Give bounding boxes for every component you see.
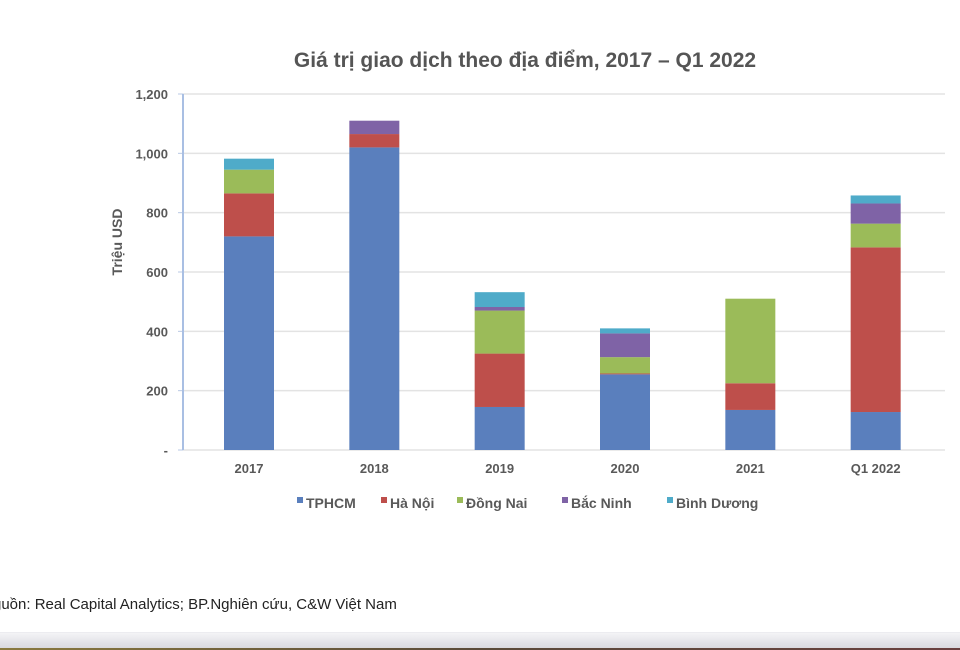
bar-segment xyxy=(349,120,400,135)
y-tick-label: 1,000 xyxy=(135,146,168,161)
bar-segment xyxy=(224,193,274,237)
bar-segment xyxy=(600,328,650,334)
source-note: guồn: Real Capital Analytics; BP.Nghiên … xyxy=(0,596,397,613)
bar-stack-2017 xyxy=(224,158,274,450)
legend-item: Hà Nội xyxy=(381,495,434,511)
legend-label: Bình Dương xyxy=(676,495,758,511)
bar-segment xyxy=(850,195,901,204)
bar-segment xyxy=(725,383,776,410)
legend-item: Bình Dương xyxy=(667,495,758,511)
y-tick-label: 800 xyxy=(146,206,168,221)
gridlines xyxy=(183,93,945,451)
bar-segment xyxy=(474,406,525,450)
y-tick-label: 600 xyxy=(146,265,168,280)
bar-stack-2019 xyxy=(474,292,525,450)
bar-segment xyxy=(349,134,400,148)
x-tick-label: 2019 xyxy=(485,461,514,476)
bar-segment xyxy=(224,158,274,170)
bar-segment xyxy=(474,292,525,308)
x-tick-label: 2017 xyxy=(235,461,264,476)
legend: TPHCM Hà Nội Đồng Nai Bắc Ninh Bình Dương xyxy=(297,494,758,511)
bar-segment xyxy=(224,236,274,450)
y-tick-label: - xyxy=(164,443,168,458)
window-bottom-edge xyxy=(0,648,960,650)
axes xyxy=(178,93,184,451)
bar-segment xyxy=(725,298,776,384)
legend-label: Bắc Ninh xyxy=(571,494,632,511)
window-bottom-bar xyxy=(0,632,960,649)
legend-swatch xyxy=(562,497,568,503)
y-axis-title: Triệu USD xyxy=(109,209,125,276)
x-axis-ticks: 2017 2018 2019 2020 2021 Q1 2022 xyxy=(235,461,901,476)
bar-stack-2018 xyxy=(349,120,400,450)
bar-stack-2021 xyxy=(725,298,776,450)
legend-item: Đồng Nai xyxy=(457,495,527,511)
y-tick-label: 200 xyxy=(146,384,168,399)
y-tick-label: 1,200 xyxy=(135,87,168,102)
bar-segment xyxy=(850,203,901,224)
bar-stack-q1-2022 xyxy=(850,195,901,450)
chart-title: Giá trị giao dịch theo địa điểm, 2017 – … xyxy=(294,49,756,72)
legend-swatch xyxy=(297,497,303,503)
x-tick-label: 2020 xyxy=(611,461,640,476)
bar-segment xyxy=(474,307,525,311)
x-tick-label: 2018 xyxy=(360,461,389,476)
legend-label: Hà Nội xyxy=(390,495,434,511)
y-tick-label: 400 xyxy=(146,324,168,339)
bar-segment xyxy=(600,333,650,358)
bar-segment xyxy=(600,357,650,374)
x-tick-label: Q1 2022 xyxy=(851,461,901,476)
legend-label: TPHCM xyxy=(306,495,356,511)
y-axis-ticks: - 200 400 600 800 1,000 1,200 xyxy=(135,87,168,458)
bar-segment xyxy=(850,247,901,413)
bar-segment xyxy=(474,353,525,407)
legend-swatch xyxy=(667,497,673,503)
legend-item: TPHCM xyxy=(297,495,356,511)
bar-segment xyxy=(600,373,650,375)
legend-swatch xyxy=(457,497,463,503)
bar-segment xyxy=(850,412,901,450)
bar-segment xyxy=(224,169,274,194)
legend-swatch xyxy=(381,497,387,503)
bar-segment xyxy=(850,223,901,248)
x-tick-label: 2021 xyxy=(736,461,765,476)
bar-segment xyxy=(474,310,525,354)
bar-segment xyxy=(600,374,650,450)
bar-stack-2020 xyxy=(600,328,650,450)
legend-item: Bắc Ninh xyxy=(562,494,632,511)
bars xyxy=(224,120,901,450)
legend-label: Đồng Nai xyxy=(466,495,527,511)
bar-segment xyxy=(725,409,776,450)
bar-segment xyxy=(349,147,400,450)
